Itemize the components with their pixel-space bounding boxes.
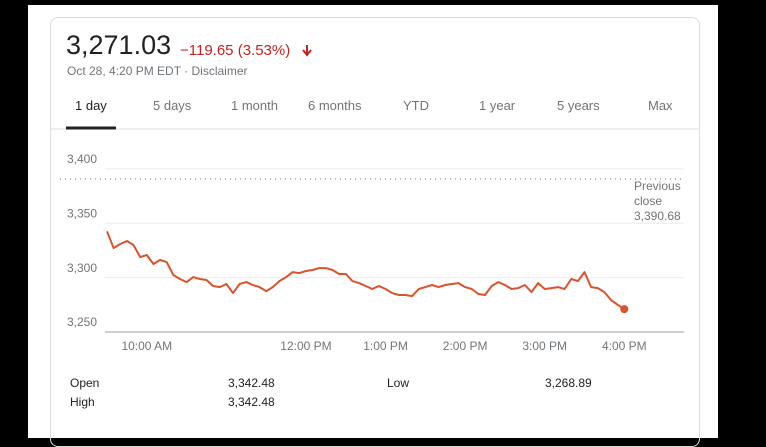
timestamp-row: Oct 28, 4:20 PM EDT · Disclaimer (67, 64, 248, 78)
down-arrow (302, 45, 312, 57)
x-tick-label: 10:00 AM (121, 339, 172, 353)
y-tick-label: 3,300 (67, 261, 97, 275)
page: 3,250 3,300 3,350 3,400 10:00 AM 12:00 PM 1:00… (28, 5, 718, 447)
stat-label: Low (387, 376, 410, 390)
panel (28, 5, 718, 438)
x-tick-label: 12:00 PM (280, 339, 331, 353)
chart: 3,250 3,300 3,350 3,400 10:00 AM 12:00 PM 1:00… (51, 45, 700, 353)
tab[interactable]: 1 month (231, 98, 278, 113)
tab[interactable]: 5 years (557, 98, 600, 113)
stat-label: Open (70, 376, 100, 390)
price: 3,271.03 (66, 30, 172, 60)
y-tick-label: 3,400 (67, 152, 97, 166)
timestamp: Oct 28, 4:20 PM EDT · (67, 64, 189, 78)
tab[interactable]: 5 days (153, 98, 192, 113)
price-line (106, 231, 625, 310)
x-tick-label: 3:00 PM (522, 339, 567, 353)
stat-label: High (70, 395, 95, 409)
stat-value: 3,342.48 (228, 395, 275, 409)
x-tick-label: 4:00 PM (602, 339, 647, 353)
price-change: −119.65 (3.53%) (180, 42, 291, 59)
tab[interactable]: 1 year (479, 98, 516, 113)
tab[interactable]: YTD (403, 98, 429, 113)
previous-close-value: 3,390.68 (634, 209, 681, 223)
tab[interactable]: 1 day (75, 98, 107, 113)
y-tick-label: 3,350 (67, 206, 97, 220)
tab[interactable]: 6 months (308, 98, 362, 113)
previous-close: Previous close 3,390.68 (634, 179, 694, 224)
stat-value: 3,268.89 (545, 376, 592, 390)
disclaimer-link[interactable]: Disclaimer (191, 64, 248, 78)
stat-value: 3,342.48 (228, 376, 275, 390)
tab[interactable]: Max (648, 98, 673, 113)
x-tick-label: 2:00 PM (443, 339, 488, 353)
y-tick-label: 3,250 (67, 315, 97, 329)
previous-close-label: Previous close (634, 179, 681, 208)
end-dot (620, 305, 629, 314)
x-tick-label: 1:00 PM (363, 339, 408, 353)
